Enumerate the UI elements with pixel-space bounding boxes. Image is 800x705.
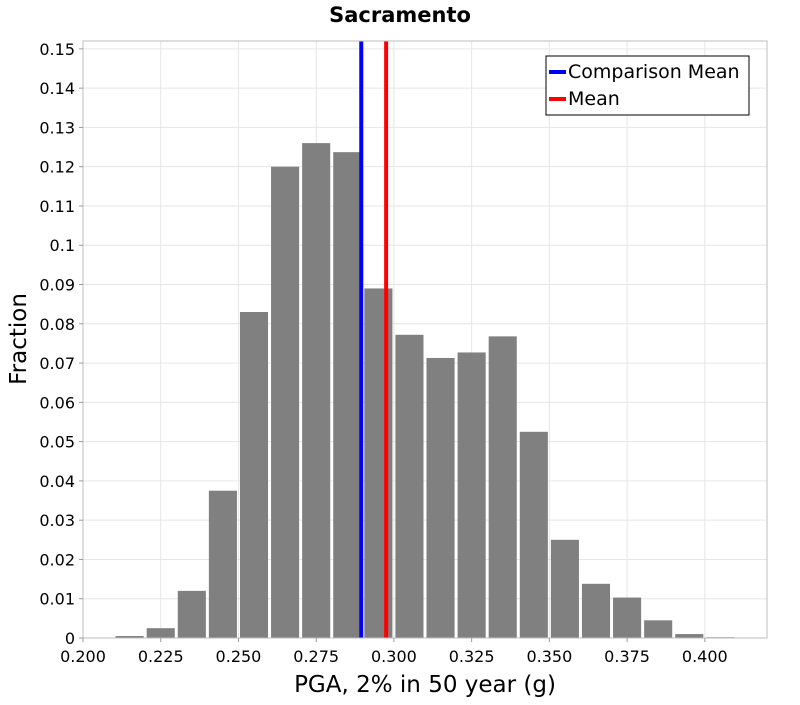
x-tick-label: 0.275 bbox=[293, 647, 339, 666]
histogram-bar bbox=[271, 166, 300, 638]
x-tick-label: 0.350 bbox=[526, 647, 572, 666]
y-tick-label: 0.12 bbox=[39, 158, 75, 177]
y-tick-label: 0 bbox=[65, 629, 75, 648]
y-axis-title: Fraction bbox=[6, 293, 32, 385]
histogram-bar bbox=[177, 590, 206, 638]
legend-box bbox=[545, 55, 750, 116]
histogram-bar bbox=[457, 352, 486, 638]
y-tick-label: 0.05 bbox=[39, 433, 75, 452]
histogram-bar bbox=[675, 634, 704, 638]
y-tick-label: 0.15 bbox=[39, 40, 75, 59]
plot-area bbox=[83, 41, 767, 638]
histogram-bar bbox=[146, 628, 175, 638]
y-tick-label: 0.04 bbox=[39, 472, 75, 491]
x-tick-label: 0.325 bbox=[449, 647, 495, 666]
x-tick-label: 0.200 bbox=[60, 647, 106, 666]
plot-frame bbox=[82, 40, 768, 639]
histogram-bar bbox=[644, 620, 673, 638]
y-axis-ticks: 0 0.01 0.02 0.03 0.04 0.05 0.06 0.07 0.08 0.09 0.1… bbox=[39, 40, 83, 648]
histogram-bar bbox=[364, 288, 393, 638]
histogram-bar bbox=[426, 357, 455, 638]
x-axis-ticks: 0.200 0.225 0.250 0.275 0.300 0.325 0.350 0.375… bbox=[60, 638, 728, 666]
histogram-bar bbox=[613, 597, 642, 638]
x-tick-label: 0.375 bbox=[604, 647, 650, 666]
histogram-bar bbox=[208, 490, 237, 638]
histogram-bar bbox=[333, 152, 362, 638]
histogram-bar bbox=[581, 583, 611, 638]
histogram-bars bbox=[115, 143, 735, 639]
histogram-bar bbox=[519, 431, 548, 638]
legend-label-mean: Mean bbox=[568, 88, 620, 110]
x-tick-label: 0.400 bbox=[682, 647, 728, 666]
histogram-bar bbox=[488, 336, 517, 638]
legend: Comparison Mean Mean bbox=[545, 55, 750, 116]
histogram-bar bbox=[115, 636, 144, 638]
y-tick-label: 0.08 bbox=[39, 315, 75, 334]
y-tick-label: 0.13 bbox=[39, 118, 75, 137]
y-tick-label: 0.03 bbox=[39, 511, 75, 530]
y-tick-label: 0.14 bbox=[39, 79, 75, 98]
grid-lines bbox=[82, 41, 767, 639]
histogram-bar bbox=[550, 539, 579, 638]
y-tick-label: 0.02 bbox=[39, 550, 75, 569]
mean-lines bbox=[359, 41, 389, 638]
x-tick-label: 0.300 bbox=[371, 647, 417, 666]
legend-label-comparison-mean: Comparison Mean bbox=[568, 61, 740, 83]
chart-title: Sacramento bbox=[329, 3, 471, 27]
y-tick-label: 0.06 bbox=[39, 393, 75, 412]
y-tick-label: 0.01 bbox=[39, 590, 75, 609]
histogram-bar bbox=[395, 334, 424, 638]
x-tick-label: 0.225 bbox=[138, 647, 184, 666]
histogram-bar bbox=[302, 143, 331, 639]
y-tick-label: 0.09 bbox=[39, 276, 75, 295]
y-tick-label: 0.1 bbox=[50, 236, 75, 255]
histogram-bar bbox=[239, 312, 269, 638]
y-tick-label: 0.11 bbox=[39, 197, 75, 216]
x-tick-label: 0.250 bbox=[216, 647, 262, 666]
y-tick-label: 0.07 bbox=[39, 354, 75, 373]
x-axis-title: PGA, 2% in 50 year (g) bbox=[294, 672, 556, 698]
